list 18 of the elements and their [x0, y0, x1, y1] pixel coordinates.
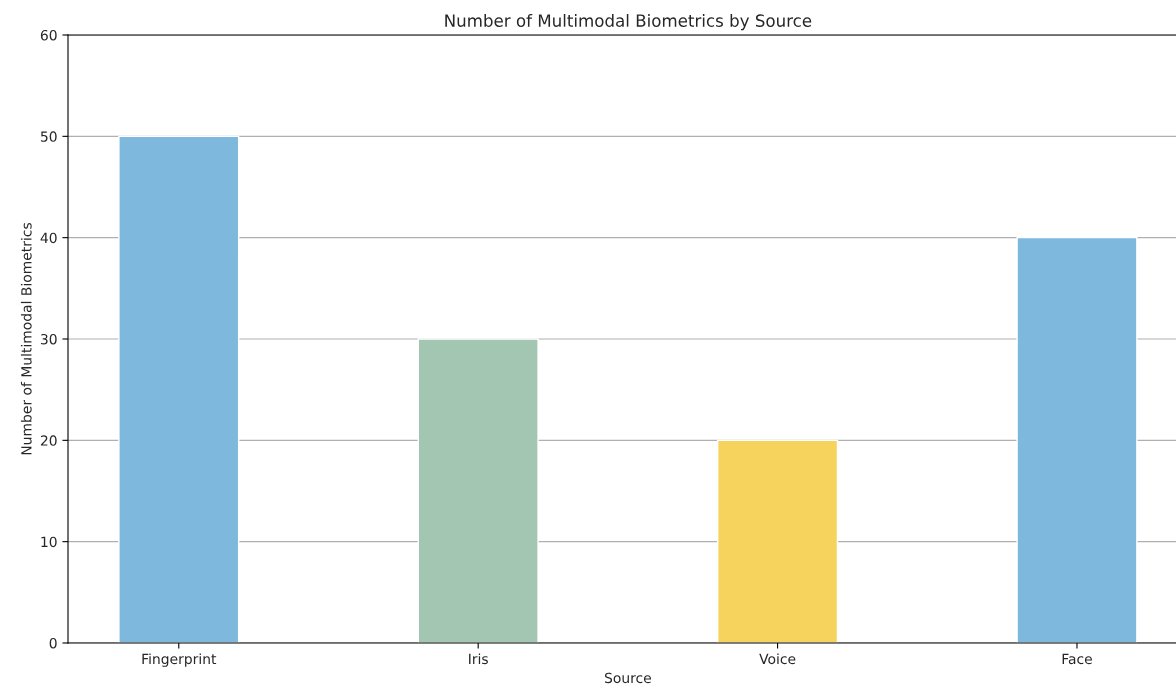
x-axis-title: Source: [604, 672, 651, 684]
y-tick-label: 50: [40, 131, 57, 142]
bar: [417, 338, 539, 643]
y-tick-label: 40: [40, 232, 57, 244]
y-tick-label: 10: [41, 536, 57, 548]
bar: [1016, 236, 1138, 643]
x-tick-label: Face: [1062, 653, 1092, 665]
y-tick-label: 60: [40, 29, 57, 41]
x-tick-label: Fingerprint: [142, 653, 217, 667]
y-tick-label: 30: [40, 333, 57, 345]
bar: [717, 439, 839, 643]
y-tick-label: 20: [40, 435, 57, 446]
y-axis-title: Number of Multimodal Biometrics: [20, 222, 32, 455]
bar: [118, 135, 240, 643]
y-tick-label: 0: [49, 637, 57, 649]
x-tick-label: Voice: [759, 653, 796, 665]
x-tick-label: Iris: [469, 653, 488, 665]
chart-title: Number of Multimodal Biometrics by Source: [445, 14, 812, 31]
